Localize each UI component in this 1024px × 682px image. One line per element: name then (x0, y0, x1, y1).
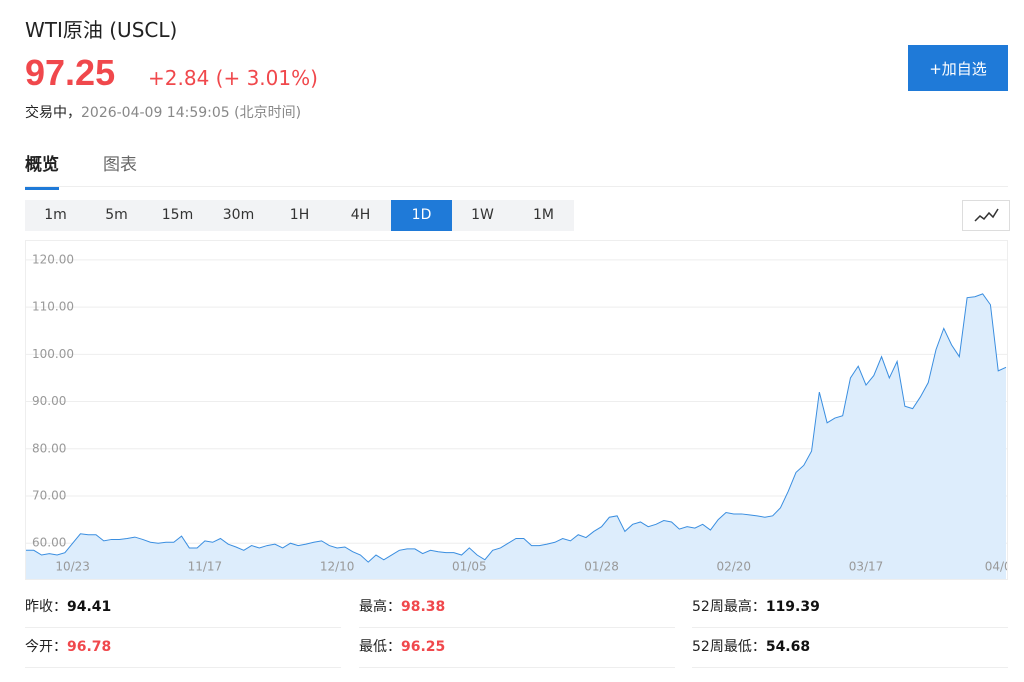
stat: 52周最低：54.68 (692, 628, 1008, 668)
name: WTI原油 (25, 18, 103, 42)
stat-label: 今开： (25, 639, 67, 655)
stat-label: 昨收： (25, 599, 67, 615)
x-tick-label: 12/10 (320, 560, 355, 574)
chart: 60.00 70.00 80.00 90.00 100.00 110.00 120.00 10… (25, 240, 1008, 580)
stat-value: 94.41 (67, 599, 112, 615)
y-tick-label: 120.00 (32, 252, 74, 266)
status-text: 交易中， (25, 105, 81, 121)
stat-label: 最低： (359, 639, 401, 655)
stat-value: 96.25 (401, 639, 446, 655)
price: 97.25 (25, 52, 116, 93)
y-tick-label: 100.00 (32, 347, 74, 361)
line (26, 293, 1007, 563)
x-tick-label: 02/20 (716, 560, 751, 574)
chart-style-button[interactable] (962, 200, 1010, 231)
period-button[interactable]: 1H (289, 207, 310, 223)
stat: 最低：96.25 (359, 628, 675, 668)
stat: 今开：96.78 (25, 628, 341, 668)
change-pct: (+ 3.01%) (215, 66, 318, 90)
stat-value: 54.68 (765, 639, 811, 655)
period-button[interactable]: 4H (350, 207, 371, 223)
stat: 最高：98.38 (359, 588, 675, 628)
change: +2.84 (+ 3.01%) (148, 66, 318, 90)
y-tick-label: 70.00 (32, 489, 66, 503)
y-tick-label: 90.00 (32, 394, 66, 408)
x-tick-label: 03/17 (849, 560, 884, 574)
y-tick-label: 110.00 (32, 300, 74, 314)
stat: 52周最高：119.39 (692, 588, 1008, 628)
tab[interactable]: 概览 (25, 150, 59, 190)
y-tick-label: 80.00 (32, 441, 66, 455)
x-tick-label: 04/0 (985, 560, 1008, 574)
separator (25, 186, 1008, 187)
icon (974, 208, 999, 222)
stat: 昨收：94.41 (25, 588, 341, 628)
stat-label: 52周最高： (692, 599, 766, 615)
tab[interactable]: 图表 (103, 155, 137, 175)
tabs: 概览 图表 (25, 150, 181, 190)
x-tick-label: 11/17 (188, 560, 223, 574)
change-abs: +2.84 (148, 66, 210, 90)
period-button[interactable]: 5m (105, 207, 128, 223)
stat-value: 98.38 (401, 599, 446, 615)
y-tick-label: 60.00 (32, 536, 66, 550)
timestamp: 2026-04-09 14:59:05 (81, 105, 230, 121)
period-button[interactable]: 15m (161, 207, 194, 223)
stat-value: 119.39 (765, 599, 820, 615)
code: (USCL) (109, 18, 178, 42)
x-tick-label: 01/05 (452, 560, 487, 574)
period-button[interactable]: 1W (471, 207, 494, 223)
period-bar: 1m 5m 15m 30m 1H 4H 1D 1W 1M (25, 200, 574, 231)
stat-value: 96.78 (67, 639, 112, 655)
period-button[interactable]: 1M (533, 207, 554, 223)
x-tick-label: 10/23 (55, 560, 90, 574)
period-button[interactable]: 1D (391, 200, 452, 231)
stat-label: 最高： (359, 599, 401, 615)
area (26, 293, 1006, 579)
timezone: (北京时间) (234, 105, 302, 121)
status: 交易中，2026-04-09 14:59:05 (北京时间) (25, 102, 301, 122)
watch-button[interactable]: +加自选 (908, 45, 1008, 91)
title: WTI原油 (USCL) (25, 14, 177, 43)
period-button[interactable]: 1m (44, 207, 67, 223)
x-tick-label: 01/28 (584, 560, 619, 574)
period-button[interactable]: 30m (222, 207, 255, 223)
stat-label: 52周最低： (692, 639, 766, 655)
